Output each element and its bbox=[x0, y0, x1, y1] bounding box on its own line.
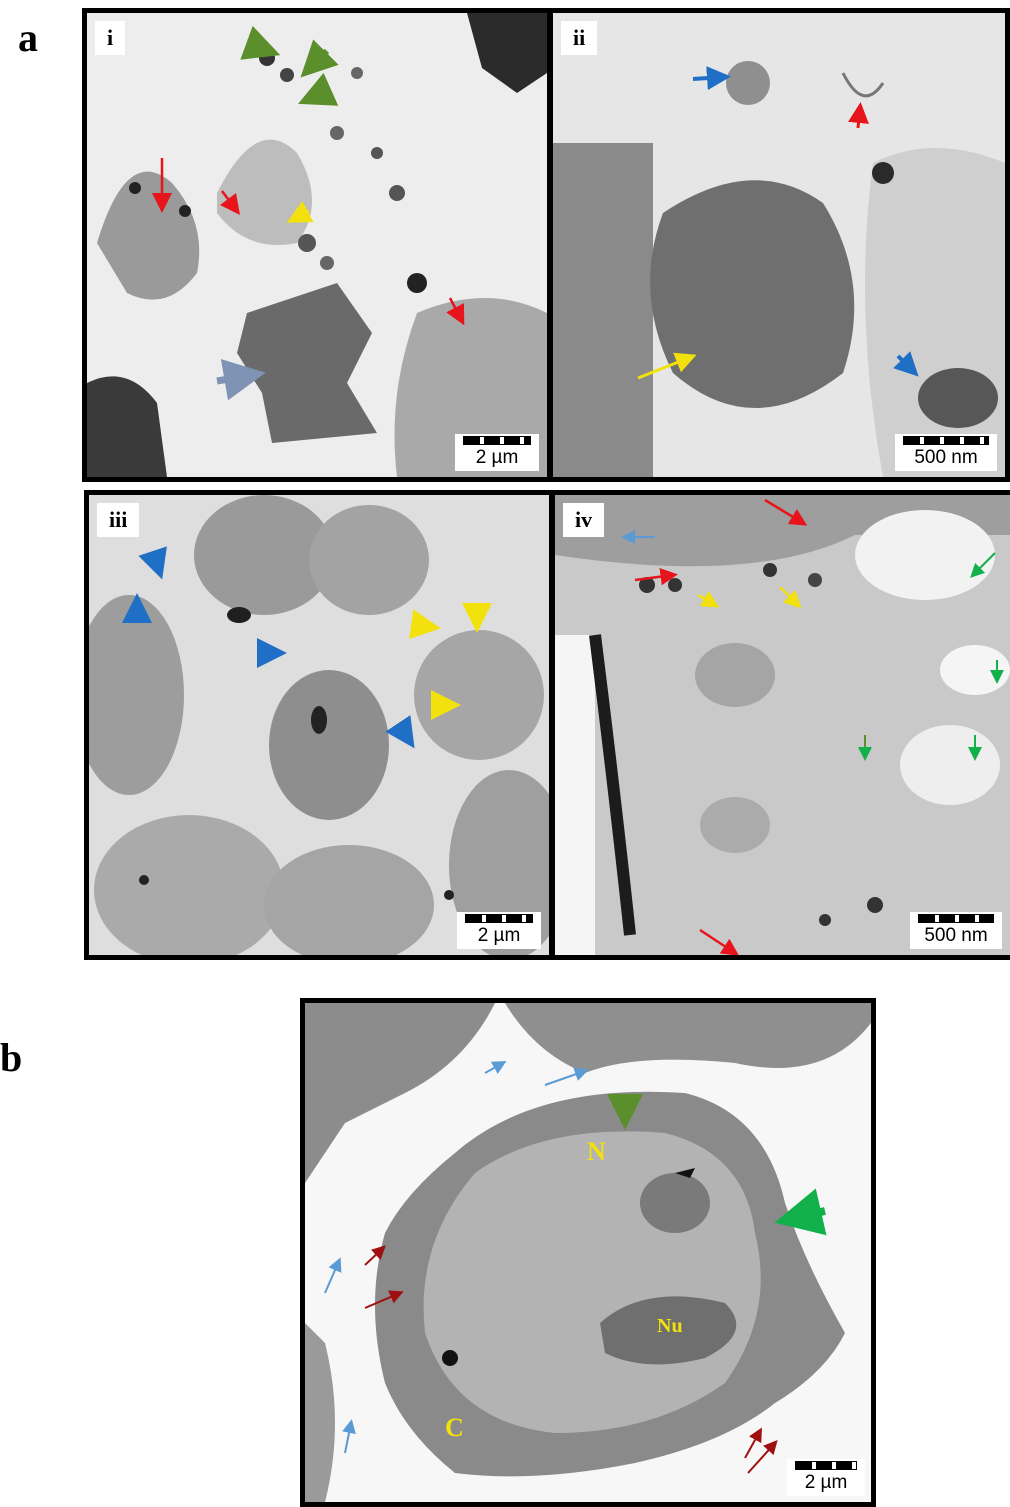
scale-bar-i: 2 µm bbox=[455, 434, 539, 471]
panel-letter-b: b bbox=[0, 1035, 23, 1080]
nucleus-label: N bbox=[587, 1137, 606, 1166]
subpanel-tag-ii: ii bbox=[561, 21, 598, 55]
scale-bar-label-i: 2 µm bbox=[475, 447, 519, 468]
micrograph-panel-b: N Nu C 2 µm bbox=[300, 998, 876, 1507]
subpanel-tag-i: i bbox=[95, 21, 126, 55]
scale-bar-ii: 500 nm bbox=[895, 434, 997, 471]
subpanel-tag-iv: iv bbox=[563, 503, 605, 537]
micrograph-panel-ii: ii 500 nm bbox=[548, 8, 1010, 482]
scale-bar-b: 2 µm bbox=[787, 1459, 865, 1496]
scale-bar-label-iii: 2 µm bbox=[477, 925, 521, 946]
micrograph-iii-image bbox=[89, 495, 549, 955]
micrograph-i-image bbox=[87, 13, 547, 477]
subpanel-tag-iii: iii bbox=[97, 503, 140, 537]
scale-bar-label-b: 2 µm bbox=[804, 1472, 848, 1493]
nucleolus-label: Nu bbox=[657, 1315, 683, 1337]
panel-letter-a: a bbox=[18, 15, 38, 60]
micrograph-b-image bbox=[305, 1003, 871, 1502]
scale-bar-iii: 2 µm bbox=[457, 912, 541, 949]
micrograph-iv-image bbox=[555, 495, 1010, 955]
micrograph-ii-image bbox=[553, 13, 1005, 477]
scale-bar-iv: 500 nm bbox=[910, 912, 1002, 949]
micrograph-panel-iii: iii 2 µm bbox=[84, 490, 554, 960]
micrograph-panel-i: i 2 µm bbox=[82, 8, 552, 482]
scale-bar-label-iv: 500 nm bbox=[924, 925, 988, 946]
cytoplasm-label: C bbox=[445, 1413, 464, 1442]
scale-bar-label-ii: 500 nm bbox=[914, 447, 978, 468]
micrograph-panel-iv: iv 500 nm bbox=[550, 490, 1010, 960]
